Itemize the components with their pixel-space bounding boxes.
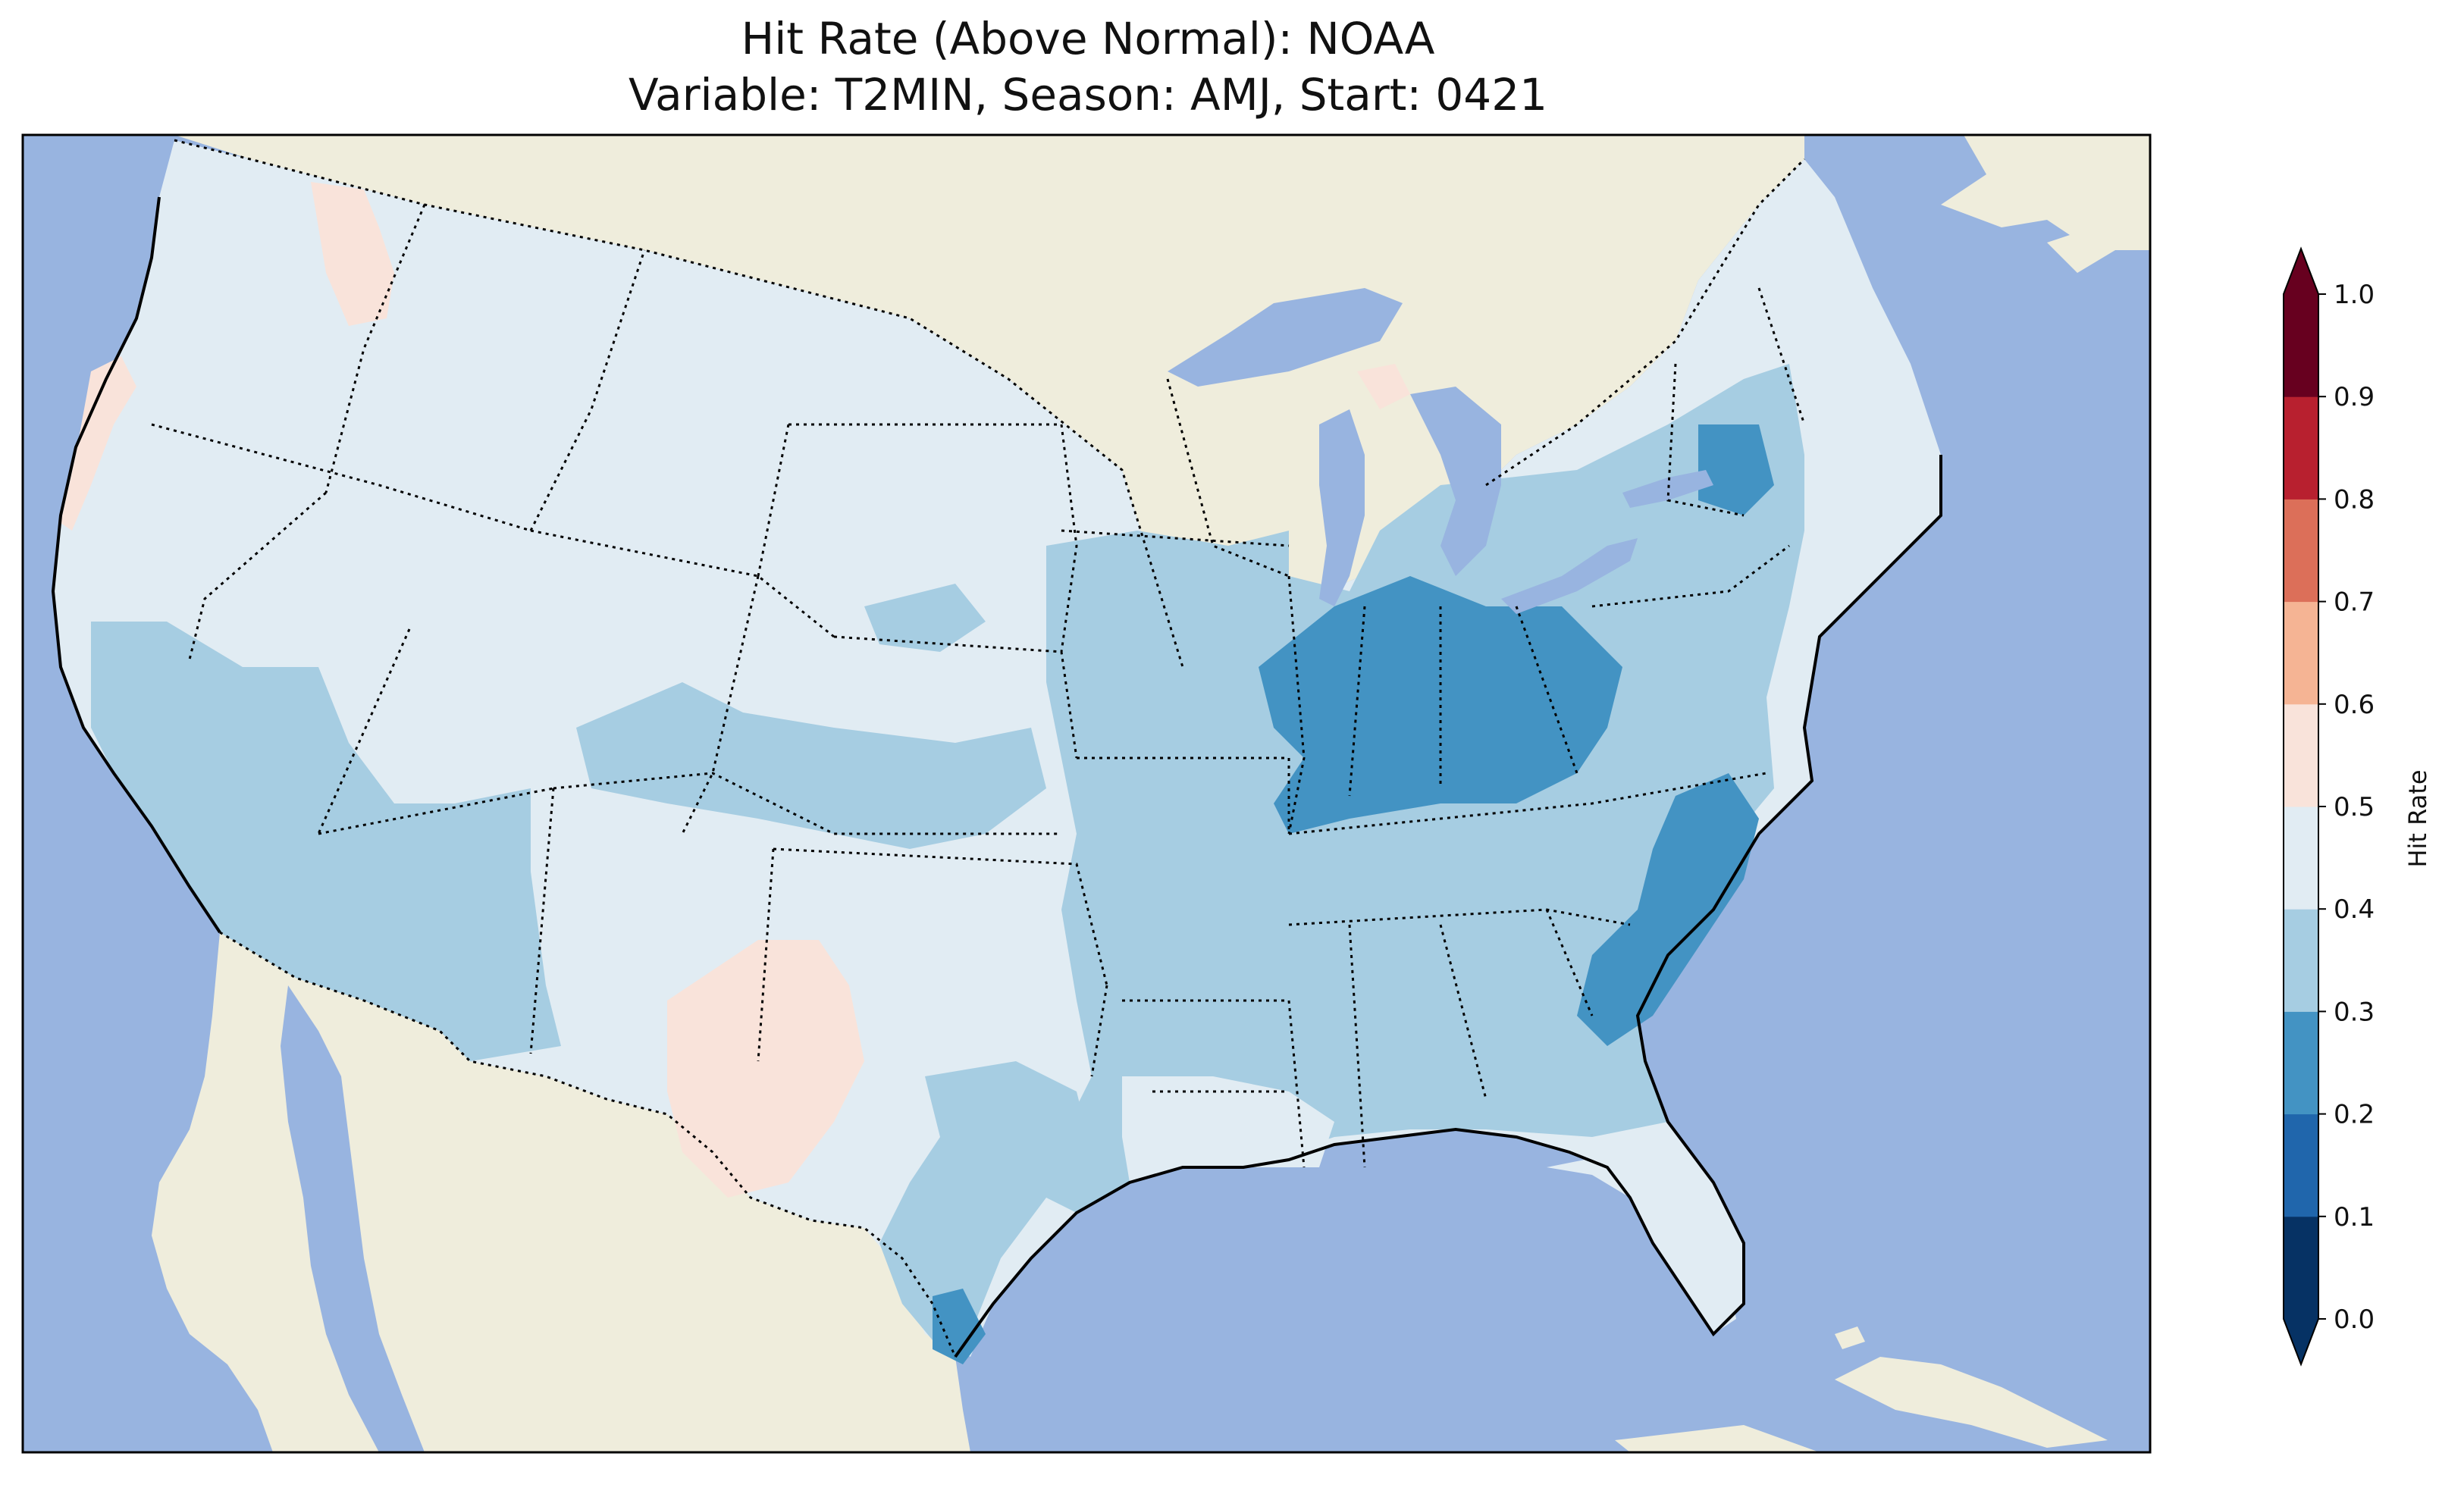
cuba-east <box>1615 1425 1820 1452</box>
colorbar-tick-label: 0.1 <box>2334 1202 2375 1232</box>
lake-superior <box>1168 288 1403 387</box>
title-line-1: Hit Rate (Above Normal): NOAA <box>741 13 1435 64</box>
colorbar-bin <box>2284 294 2318 397</box>
patch-louisiana <box>1122 1076 1334 1182</box>
patch-plains <box>864 584 986 652</box>
patch-florida <box>1547 1152 1736 1334</box>
colorbar-tick-label: 0.2 <box>2334 1100 2375 1130</box>
lake-ontario <box>1622 470 1713 508</box>
colorbar-bin <box>2284 703 2318 807</box>
colorbar-bin <box>2284 1216 2318 1320</box>
patch-michigan <box>1357 364 1410 409</box>
colorbar-extend-max <box>2284 249 2318 294</box>
us-coastline <box>51 196 1942 1358</box>
colorbar-tick-label: 1.0 <box>2334 280 2375 310</box>
colorbar-bin <box>2284 499 2318 603</box>
colorbar-tick-label: 0.0 <box>2334 1305 2375 1335</box>
patch-oregon-coast <box>61 356 136 531</box>
colorbar-bin <box>2284 396 2318 500</box>
colorbar-bin <box>2284 807 2318 910</box>
bahamas <box>1835 1326 1865 1349</box>
colorbar-bin <box>2284 1113 2318 1217</box>
patch-wa-oregon <box>311 182 394 326</box>
cuba-land <box>1835 1357 2108 1448</box>
patch-ny <box>1698 424 1774 515</box>
colorbar-tick-label: 0.7 <box>2334 587 2375 618</box>
map-frame <box>21 133 2152 1454</box>
patch-southwest <box>91 622 561 1061</box>
us-canada-border <box>174 139 1806 668</box>
title-line-2: Variable: T2MIN, Season: AMJ, Start: 042… <box>629 69 1547 121</box>
maritimes-land <box>2047 227 2115 273</box>
colorbar-tick-label: 0.4 <box>2334 894 2375 925</box>
colorbar-bin <box>2284 1011 2318 1115</box>
patch-carolinas <box>1577 773 1759 1046</box>
colorbar-tick-label: 0.3 <box>2334 997 2375 1027</box>
colorbar-tick-label: 0.9 <box>2334 382 2375 412</box>
maritimes-land <box>1941 135 2150 250</box>
colorbar-tick-label: 0.6 <box>2334 690 2375 720</box>
colorbar-tick-label: 0.5 <box>2334 792 2375 822</box>
state-boundaries <box>151 204 1806 1168</box>
colorbar-extend-min <box>2284 1319 2318 1364</box>
patch-texas-south <box>879 1061 1092 1349</box>
patch-texas-coast <box>933 1289 986 1364</box>
lake-erie <box>1501 538 1638 614</box>
gulf-of-california <box>281 985 425 1452</box>
patch-colorado <box>576 682 1046 849</box>
colorbar-bin <box>2284 601 2318 705</box>
colorbar-bin <box>2284 909 2318 1012</box>
patch-texas-nm <box>667 940 864 1198</box>
lake-huron <box>1410 387 1501 576</box>
colorbar-tick-label: 0.8 <box>2334 484 2375 515</box>
lake-michigan <box>1319 409 1365 606</box>
us-mexico-border <box>219 931 957 1358</box>
colorbar-label: Hit Rate <box>2403 769 2432 867</box>
